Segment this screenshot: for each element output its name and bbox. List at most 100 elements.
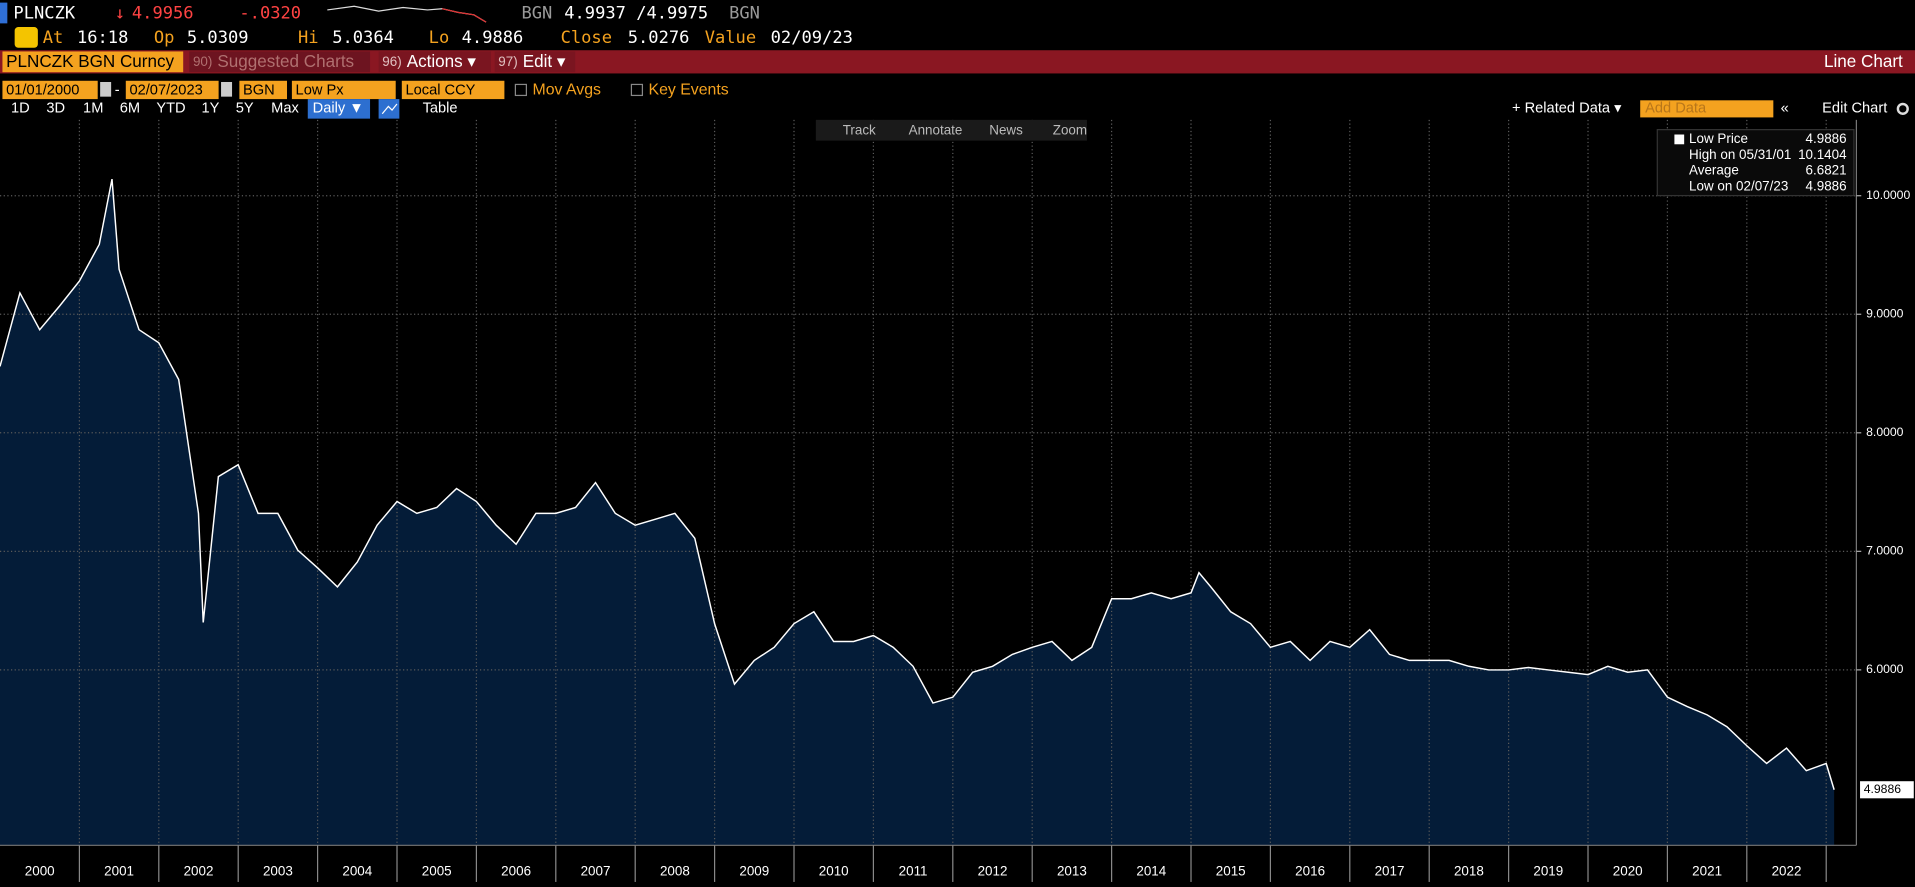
- view-name: Line Chart: [1824, 52, 1903, 71]
- calendar-icon[interactable]: [100, 81, 112, 97]
- y-tick-label: 10.0000: [1866, 188, 1910, 202]
- y-tick-label: 6.0000: [1866, 662, 1904, 676]
- x-tick-label: 2005: [422, 864, 452, 879]
- table-button[interactable]: Table: [423, 101, 458, 117]
- ask-ccy: BGN: [729, 4, 760, 24]
- menu-button[interactable]: [494, 51, 576, 73]
- calendar-icon[interactable]: [221, 81, 233, 97]
- period-button[interactable]: 3D: [46, 101, 65, 117]
- add-data: Add Data: [1645, 101, 1707, 117]
- stat-label: Close: [561, 28, 612, 48]
- x-tick-label: 2022: [1772, 864, 1802, 879]
- plot: 6.0000 7.0000 8.0000 9.0000 10.0000 4.9886 200…: [0, 119, 1914, 882]
- stat-value: 02/09/23: [771, 28, 853, 48]
- field: Low Px: [296, 82, 345, 98]
- period-button[interactable]: 5Y: [236, 101, 254, 117]
- end-box[interactable]: [125, 80, 219, 100]
- menu-button[interactable]: [378, 51, 491, 73]
- y-tick-label: 9.0000: [1866, 306, 1904, 320]
- ccy-mode-box[interactable]: [401, 80, 505, 100]
- x-tick-label: 2000: [25, 864, 55, 879]
- chart-tools: Track Annotate News Zoom: [843, 122, 1087, 137]
- settings-icon[interactable]: [1896, 102, 1909, 115]
- legend-value: 10.1404: [1798, 147, 1847, 162]
- legend: Low Price 4.9886 High on 05/31/01 10.1404 Av…: [1689, 131, 1847, 194]
- x-tick-label: 2015: [1216, 864, 1246, 879]
- stat-value: 5.0309: [187, 28, 249, 48]
- chart-type-icon[interactable]: [378, 99, 400, 119]
- chart-tool[interactable]: Track: [843, 122, 876, 137]
- y-tick-label: 8.0000: [1866, 425, 1904, 439]
- chart-tool[interactable]: News: [989, 122, 1023, 137]
- checkbox[interactable]: [514, 83, 527, 97]
- price: 4.9956: [132, 4, 194, 24]
- frequency-box[interactable]: [307, 99, 371, 119]
- dash: -: [115, 82, 120, 98]
- stat-value: 16:18: [77, 28, 128, 48]
- end-date: 02/07/2023: [129, 82, 202, 98]
- last-value-box: [1860, 781, 1914, 799]
- add-data-box[interactable]: [1640, 100, 1774, 118]
- sparkline-down: [441, 8, 487, 23]
- field-box[interactable]: [291, 80, 396, 100]
- stat-value: 4.9886: [462, 28, 524, 48]
- x-tick-label: 2006: [501, 864, 531, 879]
- related-data[interactable]: + Related Data ▾: [1512, 101, 1622, 117]
- menu-label: Actions ▾: [407, 52, 477, 71]
- legend-box: [1656, 129, 1855, 197]
- x-tick-label: 2011: [899, 864, 928, 879]
- periods: 1D 3D 1M 6M YTD 1Y 5Y Max: [11, 101, 299, 117]
- ticker: PLNCZK: [13, 4, 75, 24]
- menu-button[interactable]: [189, 51, 371, 73]
- x-tick-label: 2020: [1613, 864, 1643, 879]
- menu-number: 96): [382, 54, 401, 69]
- x-tick-label: 2010: [819, 864, 849, 879]
- x-tick-label: 2016: [1295, 864, 1325, 879]
- bid-ask: 4.9937 /4.9975: [564, 4, 708, 24]
- ccy-mode: Local CCY: [405, 82, 475, 98]
- x-tick-label: 2012: [978, 864, 1008, 879]
- menu-number: 97): [498, 54, 517, 69]
- start-date: 01/01/2000: [6, 82, 79, 98]
- checkbox[interactable]: [630, 83, 644, 97]
- line: [0, 178, 1835, 790]
- x-tick-label: 2014: [1136, 864, 1166, 879]
- legend-label: Low on 02/07/23: [1689, 179, 1788, 194]
- currency-box[interactable]: [239, 80, 288, 100]
- stat-value: 5.0364: [332, 28, 394, 48]
- period-button[interactable]: 1D: [11, 101, 30, 117]
- chart-tool[interactable]: Annotate: [909, 122, 963, 137]
- y-tick-label: 7.0000: [1866, 544, 1904, 558]
- period-button[interactable]: YTD: [156, 101, 185, 117]
- x-tick-label: 2013: [1057, 864, 1087, 879]
- legend-label: Low Price: [1689, 131, 1748, 146]
- chart-tools-box: [815, 119, 1087, 141]
- menu-label: Edit ▾: [523, 52, 566, 71]
- menu-items: 90) Suggested Charts 96) Actions ▾ 97) Edit ▾: [189, 51, 576, 73]
- menu-number: 90): [193, 54, 212, 69]
- edit-chart[interactable]: Edit Chart: [1822, 101, 1887, 117]
- stat-label: Lo: [429, 28, 450, 48]
- x-tick-label: 2001: [104, 864, 134, 879]
- x-tick-label: 2021: [1692, 864, 1722, 879]
- legend-swatch: [1674, 134, 1685, 145]
- period-button[interactable]: 1Y: [202, 101, 220, 117]
- chart-tool[interactable]: Zoom: [1053, 122, 1087, 137]
- legend-value: 6.6821: [1806, 163, 1847, 178]
- period-button[interactable]: 1M: [83, 101, 103, 117]
- collapse[interactable]: «: [1781, 101, 1789, 117]
- stat-label: Op: [154, 28, 175, 48]
- change: -.0320: [239, 4, 301, 24]
- mov-avgs[interactable]: Mov Avgs: [532, 82, 601, 99]
- security-box[interactable]: [2, 51, 184, 73]
- start-box[interactable]: [2, 80, 98, 100]
- key-events[interactable]: Key Events: [649, 82, 729, 99]
- alert-icon[interactable]: [14, 27, 38, 48]
- area: [0, 179, 1835, 846]
- stat-label: Value: [705, 28, 756, 48]
- period-button[interactable]: Max: [271, 101, 299, 117]
- chart-type-glyph: [381, 103, 398, 115]
- period-button[interactable]: 6M: [120, 101, 140, 117]
- ticker-flag: [0, 2, 8, 24]
